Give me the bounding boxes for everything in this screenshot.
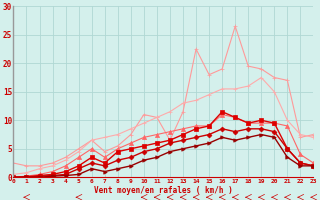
X-axis label: Vent moyen/en rafales ( km/h ): Vent moyen/en rafales ( km/h ) (94, 186, 233, 195)
